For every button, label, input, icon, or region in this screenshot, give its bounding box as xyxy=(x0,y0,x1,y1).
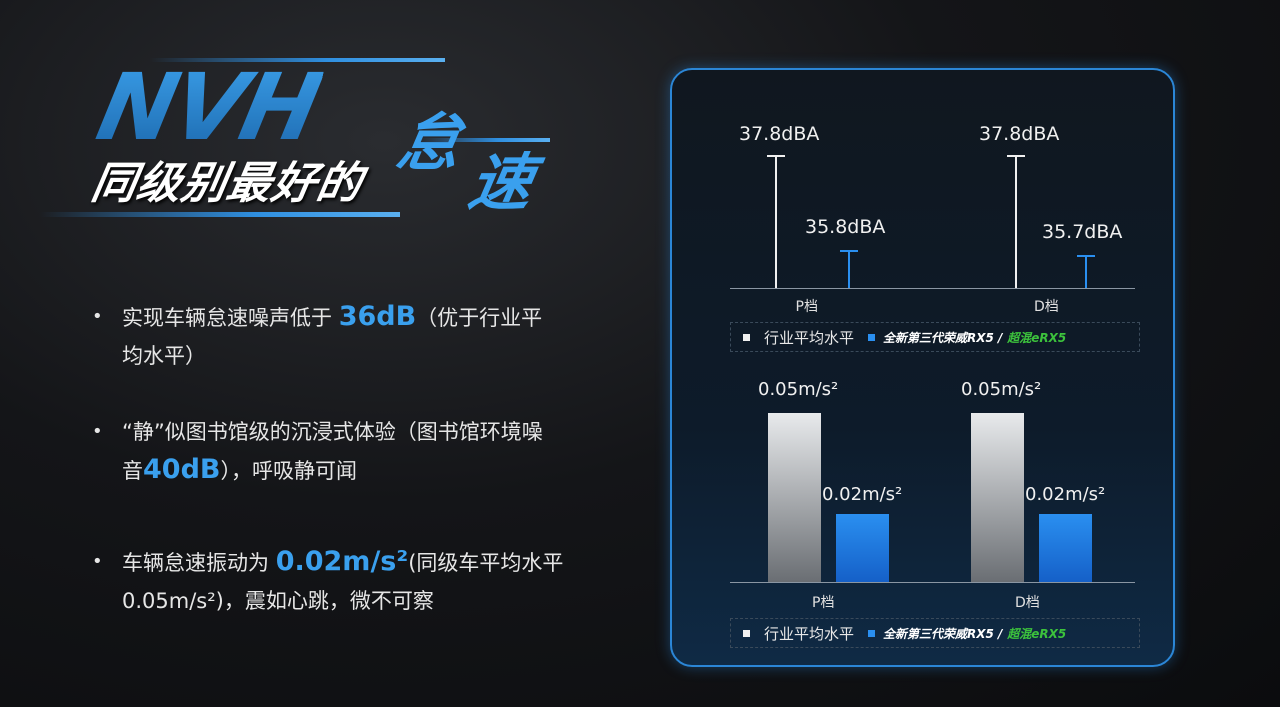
chart-2-bar xyxy=(836,514,889,582)
chart-2-bar xyxy=(1039,514,1092,582)
chart-2-x-tick: D档 xyxy=(1015,595,1040,611)
legend-swatch-ours xyxy=(868,333,876,341)
chart-1-stem xyxy=(775,155,777,288)
chart-1-stem-cap xyxy=(1007,155,1025,157)
title-decor-line xyxy=(150,58,445,62)
chart-2-data-label: 0.02m/s² xyxy=(1025,484,1106,506)
chart-2-bar xyxy=(768,413,821,582)
chart-1-data-label: 35.7dBA xyxy=(1042,220,1123,243)
chart-1-axis xyxy=(730,288,1135,289)
chart-1-x-tick: D档 xyxy=(1034,299,1059,315)
legend-label-ours: 全新第三代荣威RX5 / xyxy=(883,626,1003,641)
chart-1-stem-cap xyxy=(1077,254,1095,257)
legend-label-ours: 全新第三代荣威RX5 / xyxy=(883,330,1003,345)
legend-label-green: 超混eRX5 xyxy=(1007,626,1067,641)
chart-2-bar xyxy=(971,413,1024,582)
legend-label-industry: 行业平均水平 xyxy=(764,624,855,643)
legend-swatch-industry xyxy=(743,333,750,341)
chart-1-stem xyxy=(1015,155,1017,288)
page-subtitle: 同级别最好的 xyxy=(87,158,367,209)
chart-1-legend: 行业平均水平 全新第三代荣威RX5 / 超混eRX5 xyxy=(730,322,1140,352)
bullet-item: • 实现车辆怠速噪声低于 36dB（优于行业平均水平） xyxy=(92,301,543,368)
chart-1-stem xyxy=(848,250,850,288)
chart-2-data-label: 0.02m/s² xyxy=(822,484,903,506)
chart-2-data-label: 0.05m/s² xyxy=(758,379,839,400)
bullet-item: • “静”似图书馆级的沉浸式体验（图书馆环境噪音40dB），呼吸静可闻 xyxy=(92,420,543,485)
chart-2-legend: 行业平均水平 全新第三代荣威RX5 / 超混eRX5 xyxy=(730,618,1140,648)
highlight-char-1: 怠 xyxy=(391,106,467,179)
legend-swatch-ours xyxy=(868,629,876,637)
legend-label-industry: 行业平均水平 xyxy=(764,328,855,347)
chart-2-axis xyxy=(730,582,1135,583)
legend-label-green: 超混eRX5 xyxy=(1007,330,1067,345)
highlight-char-2: 速 xyxy=(463,146,539,219)
chart-2-data-label: 0.05m/s² xyxy=(961,379,1042,400)
chart-1-x-tick: P档 xyxy=(795,299,818,315)
chart-1-data-label: 35.8dBA xyxy=(805,216,886,238)
chart-panel xyxy=(670,68,1175,667)
title-decor-line xyxy=(420,138,550,142)
bullet-item: • 车辆怠速振动为 0.02m/s²(同级车平均水平0.05m/s²)，震如心跳，… xyxy=(92,546,564,613)
nvh-logo-text: NVH xyxy=(88,54,328,161)
title-decor-line xyxy=(40,212,400,217)
chart-1-stem-cap xyxy=(840,250,858,252)
chart-1-data-label: 37.8dBA xyxy=(739,123,820,145)
legend-swatch-industry xyxy=(743,629,750,637)
chart-1-data-label: 37.8dBA xyxy=(979,123,1060,145)
chart-2-x-tick: P档 xyxy=(812,595,835,611)
chart-1-stem xyxy=(1085,254,1087,288)
chart-1-stem-cap xyxy=(767,155,785,157)
